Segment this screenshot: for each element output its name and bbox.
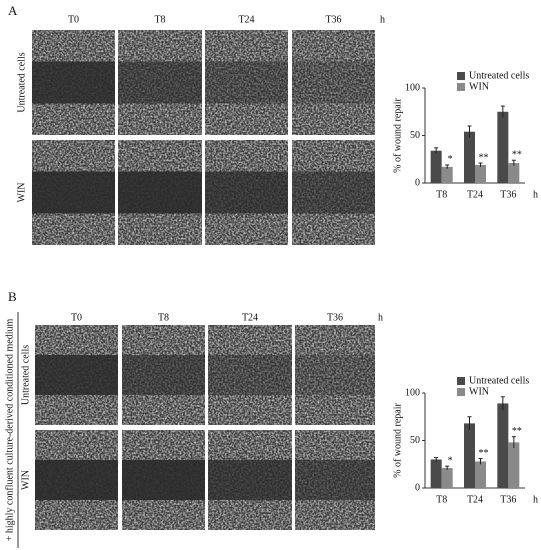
error-bar <box>478 162 483 167</box>
legend-label: WIN <box>469 386 489 397</box>
error-bar <box>467 416 472 431</box>
wound-gap <box>292 171 375 214</box>
row-label: WIN <box>20 470 31 490</box>
significance-mark: ** <box>512 426 522 437</box>
legend-label: Untreated cells <box>469 70 529 81</box>
significance-mark: * <box>448 455 453 466</box>
column-header: T0 <box>68 14 79 25</box>
bar <box>508 163 520 183</box>
significance-mark: ** <box>512 149 522 160</box>
wound-gap <box>122 355 205 395</box>
wound-gap <box>208 355 292 395</box>
wound-gap <box>205 61 288 104</box>
time-unit: h <box>378 312 383 323</box>
y-tick-label: 50 <box>410 435 420 446</box>
wound-gap <box>208 460 292 500</box>
time-unit: h <box>380 14 385 25</box>
wound-gap <box>122 460 205 500</box>
legend-swatch <box>457 388 465 396</box>
x-tick-label: T8 <box>436 189 447 200</box>
column-header: T8 <box>158 312 169 323</box>
bar <box>441 468 453 488</box>
wound-gap <box>118 171 202 214</box>
bar <box>441 166 453 183</box>
panel-label: A <box>8 3 18 18</box>
y-tick-label: 50 <box>410 130 420 141</box>
error-bar <box>445 465 450 470</box>
wound-gap <box>292 61 375 104</box>
panel-label: B <box>8 289 17 304</box>
micrograph-cells <box>292 30 375 135</box>
legend-swatch <box>457 83 465 91</box>
bar <box>464 423 475 488</box>
y-tick-label: 0 <box>415 482 420 493</box>
column-header: T8 <box>154 14 165 25</box>
x-tick-label: T36 <box>500 494 516 505</box>
x-axis-unit: h <box>533 494 538 505</box>
error-bar <box>511 436 516 449</box>
y-tick-label: 100 <box>405 82 420 93</box>
bar <box>497 403 509 488</box>
legend-label: WIN <box>469 81 489 92</box>
error-bar <box>434 147 439 154</box>
x-tick-label: T8 <box>436 494 447 505</box>
row-label: WIN <box>16 183 27 203</box>
side-label: + highly confluent culture-derived condi… <box>4 319 15 542</box>
bar <box>464 131 475 183</box>
wound-gap <box>32 171 115 214</box>
x-tick-label: T36 <box>500 189 516 200</box>
bar <box>508 442 520 488</box>
bar <box>475 461 486 488</box>
y-tick-label: 0 <box>415 177 420 188</box>
error-bar <box>445 164 450 169</box>
x-axis-unit: h <box>533 189 538 200</box>
error-bar <box>467 125 472 138</box>
row-label: Untreated cells <box>20 345 31 405</box>
error-bar <box>478 458 483 465</box>
wound-gap <box>118 61 202 104</box>
wound-gap <box>205 171 288 214</box>
column-header: T36 <box>325 14 341 25</box>
column-header: T0 <box>71 312 82 323</box>
micrograph-cells <box>205 30 288 135</box>
error-bar <box>434 457 439 462</box>
bar <box>475 164 486 183</box>
bar <box>497 111 509 183</box>
column-header: T36 <box>327 312 343 323</box>
legend-label: Untreated cells <box>469 375 529 386</box>
error-bar <box>500 396 505 411</box>
x-tick-label: T24 <box>467 494 483 505</box>
x-tick-label: T24 <box>467 189 483 200</box>
column-header: T24 <box>238 14 254 25</box>
y-axis-label: % of wound repair <box>392 402 403 477</box>
column-header: T24 <box>242 312 258 323</box>
wound-gap <box>35 355 118 395</box>
error-bar <box>511 159 516 166</box>
row-label: Untreated cells <box>16 52 27 112</box>
bar <box>430 150 442 183</box>
legend-swatch <box>457 377 465 385</box>
wound-gap <box>295 460 375 500</box>
y-axis-label: % of wound repair <box>392 97 403 172</box>
micrograph-cells <box>295 325 375 425</box>
significance-mark: ** <box>479 152 489 163</box>
wound-gap <box>295 355 375 395</box>
wound-gap <box>35 460 118 500</box>
y-tick-label: 100 <box>405 387 420 398</box>
significance-mark: ** <box>479 448 489 459</box>
micrograph-cells <box>208 325 292 425</box>
bar <box>430 459 442 488</box>
wound-gap <box>32 61 115 104</box>
legend-swatch <box>457 72 465 80</box>
error-bar <box>500 105 505 118</box>
significance-mark: * <box>448 154 453 165</box>
